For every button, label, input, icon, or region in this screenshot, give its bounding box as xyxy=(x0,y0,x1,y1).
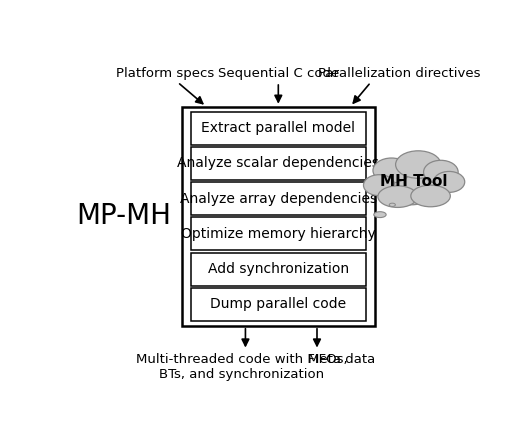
Ellipse shape xyxy=(411,185,450,207)
Ellipse shape xyxy=(389,203,396,207)
FancyBboxPatch shape xyxy=(191,111,366,144)
Text: Sequential C code: Sequential C code xyxy=(218,67,339,80)
Text: Add synchronization: Add synchronization xyxy=(208,262,349,276)
Ellipse shape xyxy=(424,160,458,184)
Ellipse shape xyxy=(396,151,441,178)
Text: Meta data: Meta data xyxy=(308,353,375,366)
Text: Dump parallel code: Dump parallel code xyxy=(210,298,346,312)
Ellipse shape xyxy=(373,158,410,183)
Text: Platform specs: Platform specs xyxy=(116,67,215,80)
Text: Analyze scalar dependencies: Analyze scalar dependencies xyxy=(177,156,379,170)
FancyBboxPatch shape xyxy=(191,182,366,215)
Ellipse shape xyxy=(378,186,417,207)
Text: Optimize memory hierarchy: Optimize memory hierarchy xyxy=(181,227,376,241)
FancyBboxPatch shape xyxy=(191,253,366,286)
FancyBboxPatch shape xyxy=(191,288,366,321)
Text: Parallelization directives: Parallelization directives xyxy=(319,67,481,80)
Text: Extract parallel model: Extract parallel model xyxy=(201,121,355,135)
FancyBboxPatch shape xyxy=(182,107,375,326)
Text: MP-MH: MP-MH xyxy=(76,202,172,230)
Text: Multi-threaded code with FIFOs,
BTs, and synchronization: Multi-threaded code with FIFOs, BTs, and… xyxy=(135,353,347,381)
FancyBboxPatch shape xyxy=(191,147,366,180)
Text: Analyze array dependencies: Analyze array dependencies xyxy=(180,192,377,206)
Ellipse shape xyxy=(374,212,386,218)
Ellipse shape xyxy=(373,162,447,205)
FancyBboxPatch shape xyxy=(191,218,366,250)
Ellipse shape xyxy=(433,171,465,193)
Ellipse shape xyxy=(364,175,395,196)
Text: MH Tool: MH Tool xyxy=(380,174,448,190)
